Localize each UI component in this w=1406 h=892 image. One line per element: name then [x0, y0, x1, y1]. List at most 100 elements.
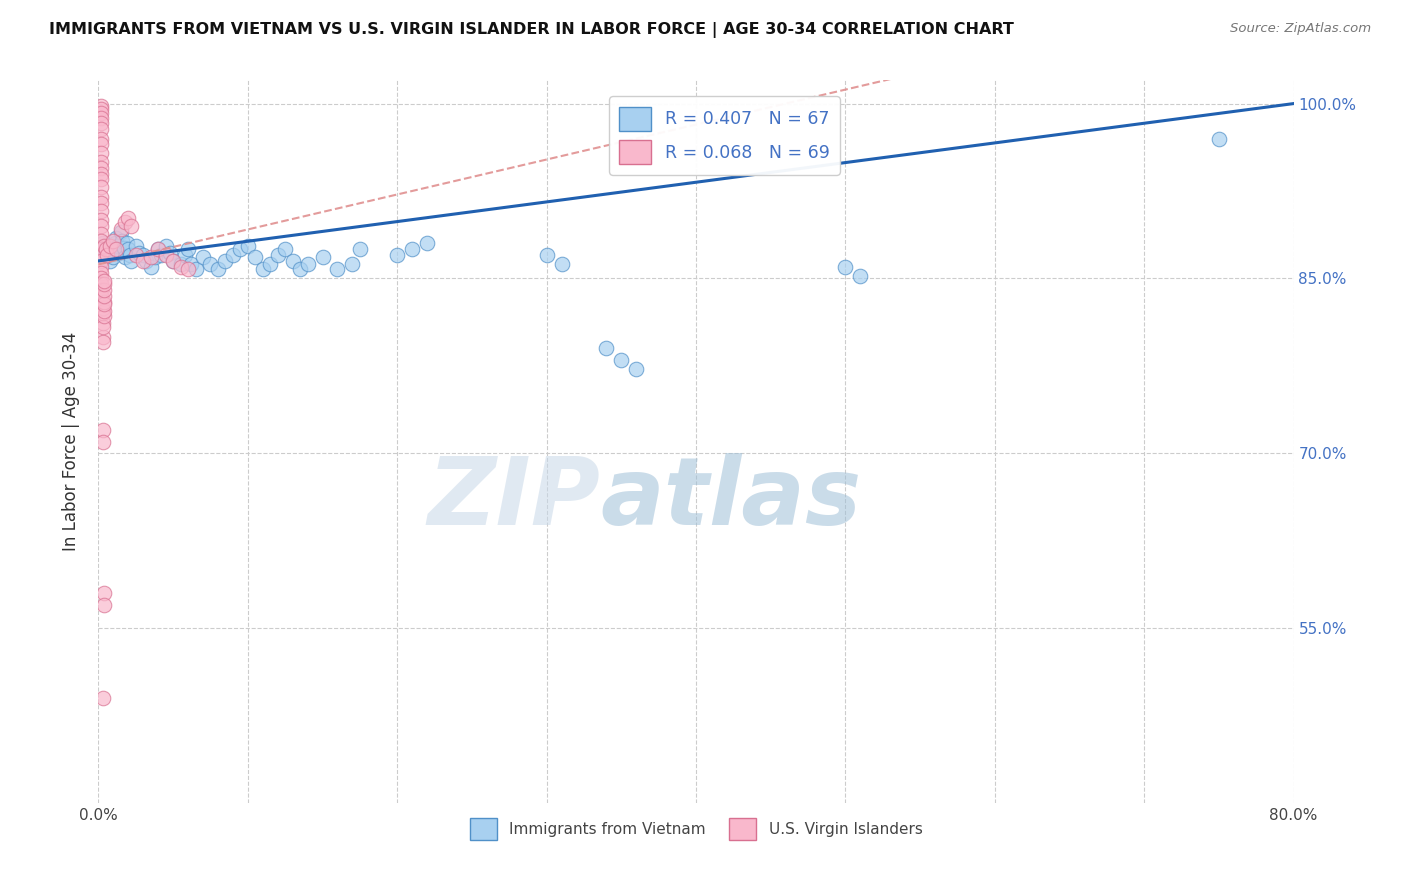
Point: [117, 211, 139, 225]
Point: [94, 248, 117, 262]
Point: [214, 254, 236, 268]
Point: [342, 257, 364, 271]
Y-axis label: In Labor Force | Age 30-34: In Labor Force | Age 30-34: [62, 332, 80, 551]
Point: [98, 239, 122, 253]
Point: [90, 213, 112, 227]
Point: [90, 172, 112, 186]
Point: [91, 316, 114, 330]
Point: [595, 341, 617, 355]
Point: [90, 180, 112, 194]
Point: [155, 248, 177, 262]
Point: [281, 254, 304, 268]
Text: atlas: atlas: [600, 453, 862, 545]
Point: [148, 242, 170, 256]
Point: [385, 248, 409, 262]
Point: [93, 242, 115, 256]
Point: [91, 335, 114, 350]
Point: [274, 242, 297, 256]
Point: [626, 362, 648, 376]
Point: [259, 257, 281, 271]
Point: [93, 297, 115, 311]
Point: [94, 242, 117, 256]
Point: [177, 262, 200, 277]
Point: [349, 242, 371, 256]
Point: [236, 239, 259, 253]
Point: [90, 161, 112, 175]
Text: ZIP: ZIP: [427, 453, 600, 545]
Point: [326, 262, 349, 277]
Point: [91, 690, 114, 705]
Point: [90, 227, 112, 241]
Point: [128, 245, 150, 260]
Point: [90, 248, 112, 262]
Point: [297, 257, 319, 271]
Point: [834, 260, 856, 274]
Point: [90, 271, 112, 285]
Point: [93, 309, 115, 323]
Point: [115, 236, 138, 251]
Point: [93, 274, 115, 288]
Point: [90, 254, 112, 268]
Point: [139, 251, 162, 265]
Point: [90, 103, 112, 117]
Point: [105, 242, 128, 256]
Point: [169, 260, 191, 274]
Point: [91, 320, 114, 334]
Point: [252, 262, 274, 277]
Point: [93, 598, 115, 612]
Point: [91, 329, 114, 343]
Point: [125, 239, 148, 253]
Point: [91, 301, 114, 315]
Point: [90, 289, 112, 303]
Point: [98, 254, 122, 268]
Point: [162, 254, 184, 268]
Point: [97, 245, 120, 260]
Point: [174, 248, 197, 262]
Point: [311, 251, 333, 265]
Point: [288, 262, 311, 277]
Legend: Immigrants from Vietnam, U.S. Virgin Islanders: Immigrants from Vietnam, U.S. Virgin Isl…: [464, 812, 928, 846]
Point: [90, 137, 112, 152]
Point: [90, 242, 112, 256]
Point: [125, 248, 148, 262]
Point: [90, 131, 112, 145]
Point: [139, 260, 162, 274]
Point: [104, 236, 127, 251]
Point: [550, 257, 572, 271]
Point: [200, 257, 222, 271]
Point: [132, 248, 155, 262]
Point: [107, 239, 129, 253]
Point: [245, 251, 267, 265]
Point: [155, 239, 177, 253]
Point: [169, 257, 191, 271]
Point: [207, 262, 229, 277]
Point: [90, 122, 112, 136]
Point: [536, 248, 558, 262]
Point: [105, 230, 128, 244]
Point: [90, 106, 112, 120]
Point: [416, 236, 439, 251]
Point: [91, 236, 114, 251]
Point: [143, 251, 166, 265]
Point: [401, 242, 423, 256]
Point: [93, 294, 115, 309]
Point: [222, 248, 245, 262]
Point: [91, 434, 114, 449]
Point: [114, 251, 136, 265]
Point: [91, 306, 114, 320]
Point: [93, 277, 115, 292]
Point: [96, 248, 118, 262]
Point: [132, 254, 155, 268]
Point: [120, 254, 142, 268]
Point: [150, 248, 173, 262]
Text: IMMIGRANTS FROM VIETNAM VS U.S. VIRGIN ISLANDER IN LABOR FORCE | AGE 30-34 CORRE: IMMIGRANTS FROM VIETNAM VS U.S. VIRGIN I…: [49, 22, 1014, 38]
Point: [90, 190, 112, 204]
Point: [120, 219, 142, 233]
Point: [267, 248, 290, 262]
Point: [90, 116, 112, 130]
Point: [112, 241, 135, 255]
Point: [148, 242, 170, 256]
Point: [90, 277, 112, 292]
Point: [90, 283, 112, 297]
Point: [108, 245, 131, 260]
